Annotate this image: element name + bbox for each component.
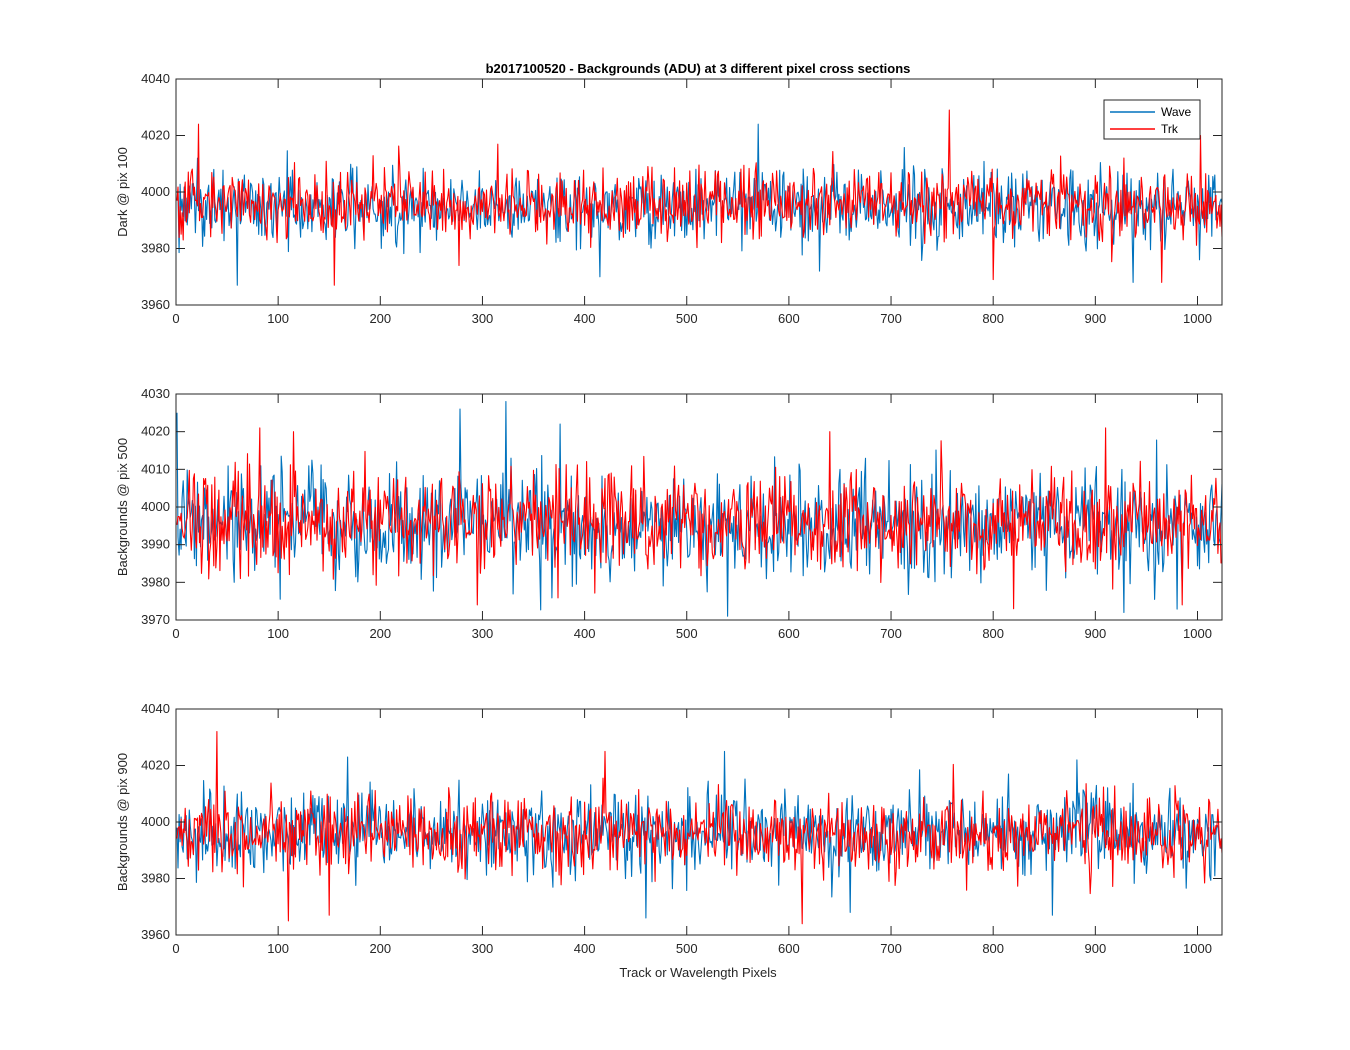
subplot-2: 0 100 200 300 400 500 600 700 800 900 1000 3970 3980… xyxy=(115,386,1223,641)
y-tick-label: 4040 xyxy=(141,71,170,86)
x-tick-label: 200 xyxy=(369,311,391,326)
x-tick-label: 900 xyxy=(1084,311,1106,326)
x-tick-label: 0 xyxy=(172,626,179,641)
x-tick-label: 600 xyxy=(778,626,800,641)
x-tick-label: 100 xyxy=(267,311,289,326)
x-tick-label: 500 xyxy=(676,626,698,641)
x-tick-label: 200 xyxy=(369,941,391,956)
x-tick-label: 500 xyxy=(676,311,698,326)
y-axis-label: Backgrounds @ pix 900 xyxy=(115,753,130,891)
y-tick-label: 4020 xyxy=(141,424,170,439)
legend-label-trk: Trk xyxy=(1161,122,1179,136)
plot-border xyxy=(175,393,1223,621)
x-tick-label: 700 xyxy=(880,311,902,326)
plot-area xyxy=(175,393,1223,621)
plot-border xyxy=(175,78,1223,306)
y-tick-label: 4040 xyxy=(141,701,170,716)
x-tick-label: 900 xyxy=(1084,941,1106,956)
subplots: 0 100 200 300 400 500 600 700 800 900 100039603980… xyxy=(115,71,1223,956)
y-tick-label: 4030 xyxy=(141,386,170,401)
y-tick-label: 4000 xyxy=(141,184,170,199)
x-tick-label: 500 xyxy=(676,941,698,956)
x-tick-label: 600 xyxy=(778,311,800,326)
x-tick-label: 700 xyxy=(880,626,902,641)
x-tick-label: 1000 xyxy=(1183,941,1212,956)
x-axis-label: Track or Wavelength Pixels xyxy=(619,965,777,980)
y-tick-label: 3960 xyxy=(141,297,170,312)
y-tick-label: 3990 xyxy=(141,537,170,552)
plot-border xyxy=(175,708,1223,936)
x-tick-label: 300 xyxy=(472,311,494,326)
legend-box xyxy=(1103,99,1201,140)
x-tick-label: 100 xyxy=(267,626,289,641)
x-tick-label: 600 xyxy=(778,941,800,956)
x-tick-label: 800 xyxy=(982,941,1004,956)
x-tick-label: 200 xyxy=(369,626,391,641)
x-tick-label: 400 xyxy=(574,941,596,956)
x-tick-label: 400 xyxy=(574,626,596,641)
y-tick-label: 4010 xyxy=(141,461,170,476)
x-tick-label: 700 xyxy=(880,941,902,956)
y-tick-label: 3970 xyxy=(141,612,170,627)
x-tick-label: 300 xyxy=(472,626,494,641)
y-tick-label: 3960 xyxy=(141,927,170,942)
y-tick-label: 4000 xyxy=(141,814,170,829)
x-tick-label: 300 xyxy=(472,941,494,956)
series-line-trk xyxy=(176,427,1222,610)
subplot-3: 0 100 200 300 400 500 600 700 800 900 1000 3960 3980… xyxy=(115,701,1223,956)
y-tick-label: 3980 xyxy=(141,241,170,256)
x-tick-label: 400 xyxy=(574,311,596,326)
x-tick-label: 0 xyxy=(172,311,179,326)
y-tick-label: 3980 xyxy=(141,574,170,589)
x-tick-label: 800 xyxy=(982,311,1004,326)
chart-title: b2017100520 - Backgrounds (ADU) at 3 dif… xyxy=(486,61,911,76)
y-tick-label: 4020 xyxy=(141,128,170,143)
series-line-trk xyxy=(176,109,1222,286)
y-tick-label: 4000 xyxy=(141,499,170,514)
y-tick-label: 4020 xyxy=(141,758,170,773)
y-axis-label: Backgrounds @ pix 500 xyxy=(115,438,130,576)
legend: Wave Trk xyxy=(1103,99,1201,140)
x-tick-label: 1000 xyxy=(1183,626,1212,641)
x-tick-label: 0 xyxy=(172,941,179,956)
y-axis-label: Dark @ pix 100 xyxy=(115,147,130,237)
x-tick-label: 1000 xyxy=(1183,311,1212,326)
series-line-trk xyxy=(176,731,1222,925)
subplot-1: 0 100 200 300 400 500 600 700 800 900 1000 3960 3980… xyxy=(115,71,1223,326)
x-tick-label: 800 xyxy=(982,626,1004,641)
x-tick-label: 900 xyxy=(1084,626,1106,641)
x-tick-label: 100 xyxy=(267,941,289,956)
y-tick-label: 3980 xyxy=(141,871,170,886)
legend-label-wave: Wave xyxy=(1161,105,1192,119)
